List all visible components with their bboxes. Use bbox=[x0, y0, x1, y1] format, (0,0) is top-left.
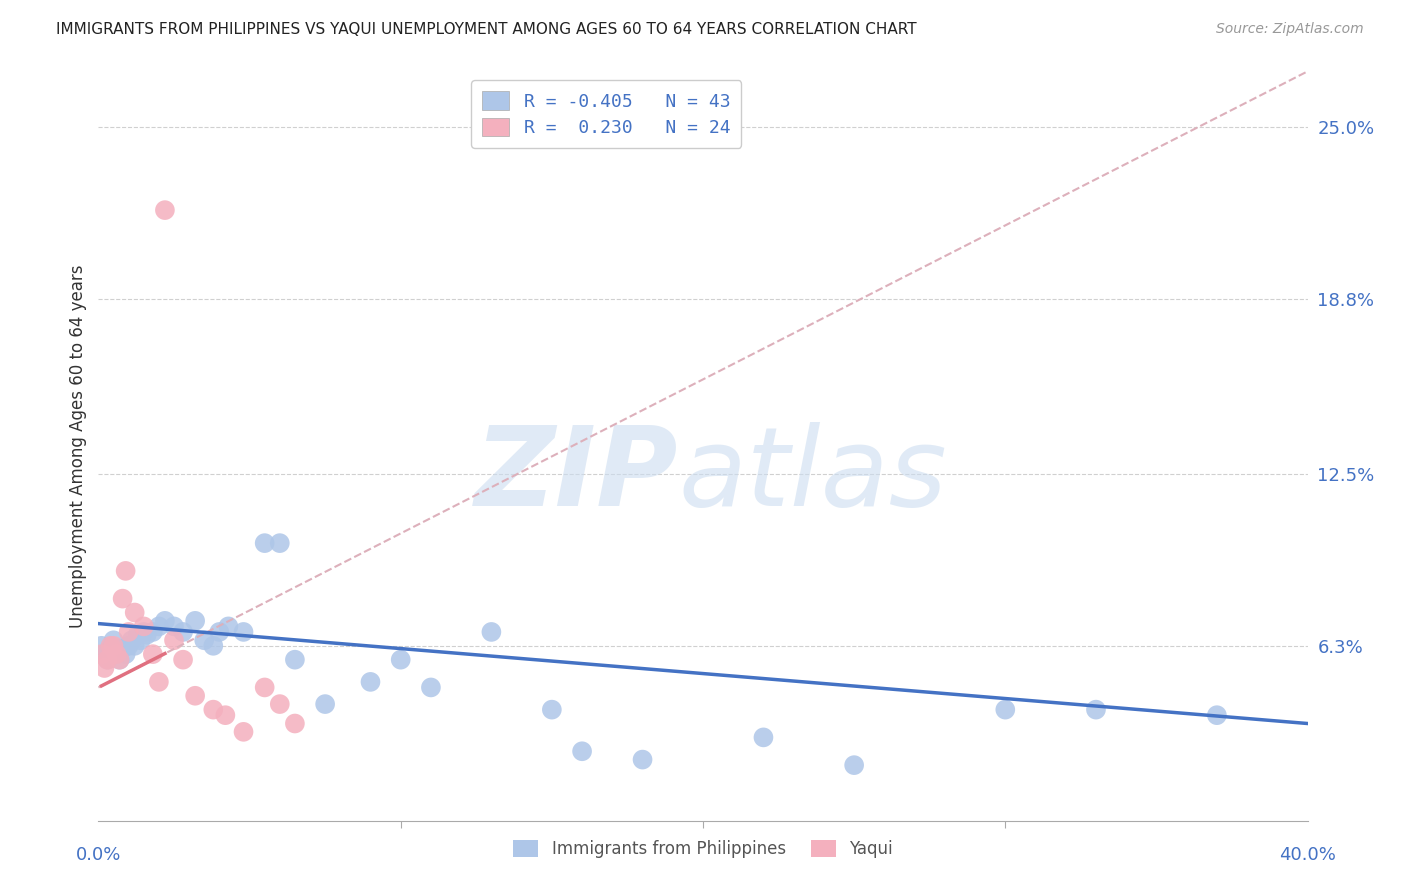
Point bbox=[481, 624, 503, 639]
Text: 40.0%: 40.0% bbox=[1279, 846, 1336, 863]
Point bbox=[96, 653, 118, 667]
Point bbox=[214, 708, 236, 723]
Point bbox=[1206, 708, 1229, 723]
Point bbox=[420, 681, 443, 695]
Point bbox=[571, 744, 593, 758]
Point bbox=[253, 681, 276, 695]
Point bbox=[540, 703, 562, 717]
Point bbox=[114, 647, 136, 661]
Text: IMMIGRANTS FROM PHILIPPINES VS YAQUI UNEMPLOYMENT AMONG AGES 60 TO 64 YEARS CORR: IMMIGRANTS FROM PHILIPPINES VS YAQUI UNE… bbox=[56, 22, 917, 37]
Point bbox=[118, 624, 141, 639]
Point bbox=[90, 639, 112, 653]
Point bbox=[389, 653, 412, 667]
Point bbox=[148, 619, 170, 633]
Point bbox=[124, 639, 146, 653]
Point bbox=[994, 703, 1017, 717]
Point bbox=[217, 619, 239, 633]
Point bbox=[93, 661, 115, 675]
Point bbox=[202, 703, 225, 717]
Point bbox=[90, 647, 112, 661]
Point bbox=[108, 653, 131, 667]
Point bbox=[111, 641, 134, 656]
Point bbox=[184, 614, 207, 628]
Point bbox=[127, 628, 149, 642]
Y-axis label: Unemployment Among Ages 60 to 64 years: Unemployment Among Ages 60 to 64 years bbox=[69, 264, 87, 628]
Point bbox=[193, 633, 215, 648]
Point bbox=[844, 758, 866, 772]
Point bbox=[153, 614, 176, 628]
Point bbox=[631, 753, 654, 767]
Point bbox=[132, 619, 155, 633]
Point bbox=[105, 647, 128, 661]
Point bbox=[314, 697, 336, 711]
Point bbox=[118, 639, 141, 653]
Point bbox=[232, 724, 254, 739]
Point bbox=[142, 647, 165, 661]
Point bbox=[269, 697, 291, 711]
Point bbox=[142, 624, 165, 639]
Point bbox=[114, 564, 136, 578]
Point bbox=[100, 639, 122, 653]
Point bbox=[184, 689, 207, 703]
Text: Source: ZipAtlas.com: Source: ZipAtlas.com bbox=[1216, 22, 1364, 37]
Point bbox=[269, 536, 291, 550]
Text: ZIP: ZIP bbox=[475, 423, 679, 530]
Point bbox=[360, 674, 382, 689]
Point bbox=[111, 591, 134, 606]
Text: 0.0%: 0.0% bbox=[76, 846, 121, 863]
Point bbox=[148, 674, 170, 689]
Point bbox=[752, 731, 775, 745]
Point bbox=[202, 639, 225, 653]
Point bbox=[108, 653, 131, 667]
Point bbox=[132, 624, 155, 639]
Point bbox=[232, 624, 254, 639]
Point bbox=[253, 536, 276, 550]
Point bbox=[172, 624, 194, 639]
Point bbox=[103, 639, 125, 653]
Point bbox=[93, 647, 115, 661]
Point bbox=[100, 641, 122, 656]
Point bbox=[103, 633, 125, 648]
Point bbox=[129, 633, 152, 648]
Text: atlas: atlas bbox=[679, 423, 948, 530]
Point bbox=[121, 633, 143, 648]
Point bbox=[208, 624, 231, 639]
Point bbox=[96, 653, 118, 667]
Point bbox=[135, 628, 157, 642]
Point bbox=[284, 716, 307, 731]
Point bbox=[105, 647, 128, 661]
Point bbox=[1085, 703, 1108, 717]
Point bbox=[163, 619, 186, 633]
Point bbox=[124, 606, 146, 620]
Legend: Immigrants from Philippines, Yaqui: Immigrants from Philippines, Yaqui bbox=[506, 833, 900, 864]
Point bbox=[172, 653, 194, 667]
Point bbox=[284, 653, 307, 667]
Point bbox=[163, 633, 186, 648]
Point bbox=[153, 203, 176, 218]
